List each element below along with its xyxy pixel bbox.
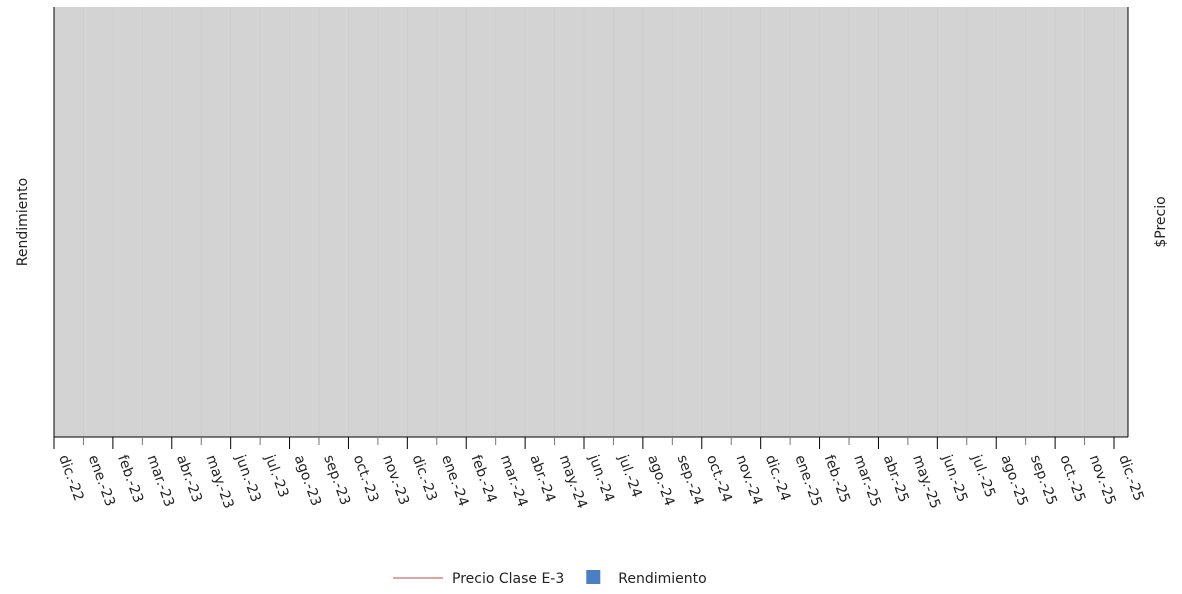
x-tick-label: nov.-25 — [1086, 453, 1119, 507]
x-tick-label: abr.-23 — [173, 453, 205, 505]
x-tick-label: oct.-25 — [1056, 453, 1088, 505]
x-tick-label: sep.-24 — [674, 453, 707, 508]
legend-label: Precio Clase E-3 — [452, 571, 564, 587]
x-tick-label: nov.-23 — [379, 453, 412, 507]
x-tick-label: jun.-24 — [585, 452, 617, 504]
x-tick-label: ago.-24 — [644, 453, 677, 508]
x-tick-label: ago.-25 — [997, 453, 1030, 508]
x-tick-label: mar.-25 — [850, 453, 884, 509]
x-tick-label: dic.-23 — [409, 453, 440, 503]
x-tick-label: oct.-23 — [350, 453, 382, 505]
x-tick-label: ene.-24 — [438, 453, 471, 509]
x-tick-label: dic.-22 — [55, 453, 86, 503]
x-tick-label: jul.-24 — [614, 452, 644, 500]
x-tick-label: jul.-23 — [261, 452, 291, 500]
x-tick-label: jun.-25 — [938, 452, 970, 504]
x-tick-label: abr.-24 — [526, 453, 558, 505]
x-tick-label: may.-23 — [202, 453, 236, 511]
x-tick-label: may.-25 — [909, 453, 943, 511]
y-axis-title: Rendimiento — [15, 178, 31, 266]
plot-area — [54, 7, 1128, 437]
x-tick-label: abr.-25 — [880, 453, 912, 505]
legend-swatch — [586, 570, 601, 584]
x-tick-label: jul.-25 — [968, 452, 998, 500]
x-tick-label: dic.-24 — [762, 453, 793, 503]
y2-axis-title: $Precio — [1153, 196, 1169, 247]
x-tick-label: dic.-25 — [1115, 453, 1146, 503]
x-tick-label: feb.-25 — [821, 453, 853, 505]
x-tick-label: mar.-23 — [144, 453, 178, 509]
legend-label: Rendimiento — [618, 571, 706, 587]
x-tick-label: sep.-23 — [320, 453, 353, 507]
x-tick-label: sep.-25 — [1027, 453, 1060, 507]
x-tick-label: oct.-24 — [703, 453, 735, 505]
x-tick-label: ene.-23 — [85, 453, 118, 509]
x-tick-label: ene.-25 — [791, 453, 824, 509]
x-tick-label: feb.-24 — [467, 453, 499, 505]
x-tick-label: ago.-23 — [291, 453, 324, 508]
x-tick-label: jun.-23 — [232, 452, 264, 504]
x-tick-label: feb.-23 — [114, 453, 146, 505]
x-tick-label: mar.-24 — [497, 453, 531, 509]
x-tick-label: may.-24 — [556, 453, 590, 511]
x-tick-label: nov.-24 — [732, 453, 765, 507]
